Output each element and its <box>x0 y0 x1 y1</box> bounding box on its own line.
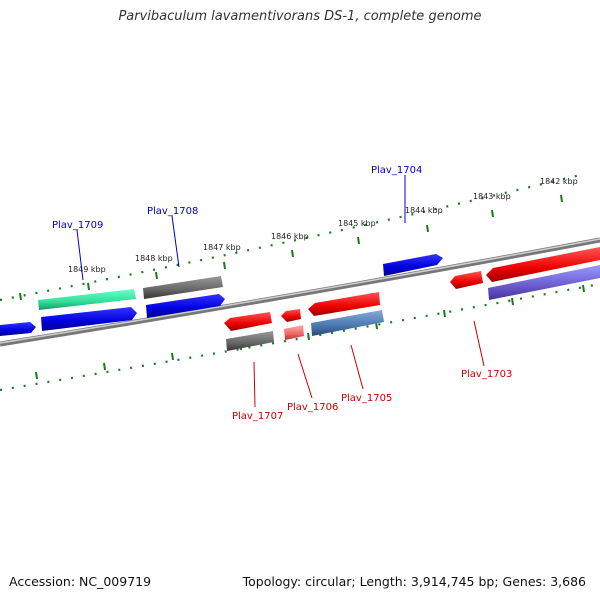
scale-label: 1843 kbp <box>473 192 511 201</box>
gene-label-forward[interactable]: Plav_1709 <box>52 220 103 231</box>
scale-label: 1842 kbp <box>540 177 578 186</box>
gene-arrow[interactable] <box>41 307 137 331</box>
gene-label-reverse[interactable]: Plav_1706 <box>287 402 338 413</box>
genome-backbone-highlight <box>0 238 600 344</box>
major-ticks-forward <box>19 194 563 301</box>
gene-leader-line <box>297 353 313 399</box>
gene-leader-line <box>253 361 256 408</box>
gene-arrow[interactable] <box>38 289 136 310</box>
gene-label-forward[interactable]: Plav_1704 <box>371 165 422 176</box>
gene-leader-line <box>171 215 180 268</box>
gene-arrow[interactable] <box>311 310 384 336</box>
gene-arrow[interactable] <box>486 247 600 282</box>
scale-label: 1849 kbp <box>68 265 106 274</box>
gene-arrow[interactable] <box>450 271 483 289</box>
gene-label-reverse[interactable]: Plav_1705 <box>341 393 392 404</box>
scale-label: 1847 kbp <box>203 243 241 252</box>
accession-label: Accession: NC_009719 <box>9 574 152 589</box>
scale-label: 1848 kbp <box>135 254 173 263</box>
page-title: Parvibaculum lavamentivorans DS-1, compl… <box>118 9 482 24</box>
gene-arrow[interactable] <box>224 312 272 331</box>
gene-arrow[interactable] <box>146 294 225 318</box>
gene-arrow[interactable] <box>284 325 304 340</box>
gene-arrow[interactable] <box>281 309 301 322</box>
gene-leader-line <box>473 320 485 367</box>
scale-label: 1844 kbp <box>405 206 443 215</box>
forward-tick-track <box>0 173 581 302</box>
gene-label-reverse[interactable]: Plav_1707 <box>232 411 283 422</box>
gene-arrow[interactable] <box>488 265 600 300</box>
genome-summary: Topology: circular; Length: 3,914,745 bp… <box>242 574 586 589</box>
gene-arrow[interactable] <box>383 254 443 276</box>
gene-arrow[interactable] <box>0 322 36 336</box>
gene-leader-line <box>76 229 84 281</box>
gene-leader-line <box>350 344 364 390</box>
reverse-tick-track <box>0 282 600 392</box>
genome-backbone <box>0 237 600 347</box>
gene-arrow[interactable] <box>143 276 223 299</box>
gene-label-forward[interactable]: Plav_1708 <box>147 206 198 217</box>
scale-label: 1846 kbp <box>271 232 309 241</box>
gene-arrow[interactable] <box>226 331 274 351</box>
gene-label-reverse[interactable]: Plav_1703 <box>461 369 512 380</box>
gene-arrow[interactable] <box>308 292 380 316</box>
scale-label: 1845 kbp <box>338 219 376 228</box>
